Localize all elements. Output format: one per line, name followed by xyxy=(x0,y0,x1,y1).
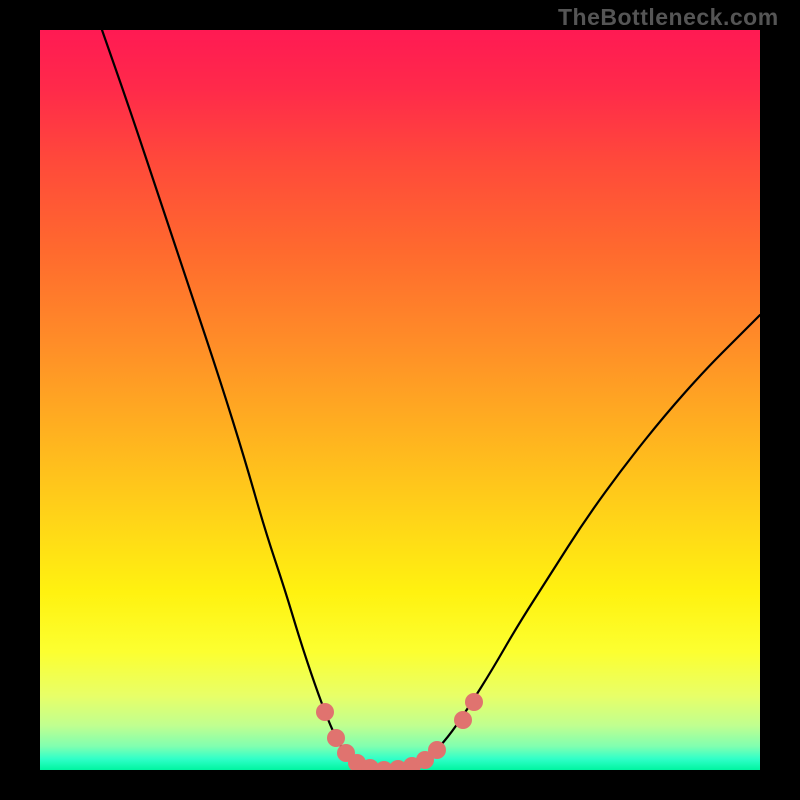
plot-area xyxy=(40,30,760,770)
marker-point xyxy=(454,711,472,729)
curve-layer xyxy=(40,30,760,770)
highlight-markers xyxy=(316,693,483,770)
marker-point xyxy=(327,729,345,747)
marker-point xyxy=(316,703,334,721)
chart-container: TheBottleneck.com xyxy=(0,0,800,800)
marker-point xyxy=(465,693,483,711)
marker-point xyxy=(428,741,446,759)
watermark-text: TheBottleneck.com xyxy=(558,4,779,31)
bottleneck-curve xyxy=(102,30,760,769)
